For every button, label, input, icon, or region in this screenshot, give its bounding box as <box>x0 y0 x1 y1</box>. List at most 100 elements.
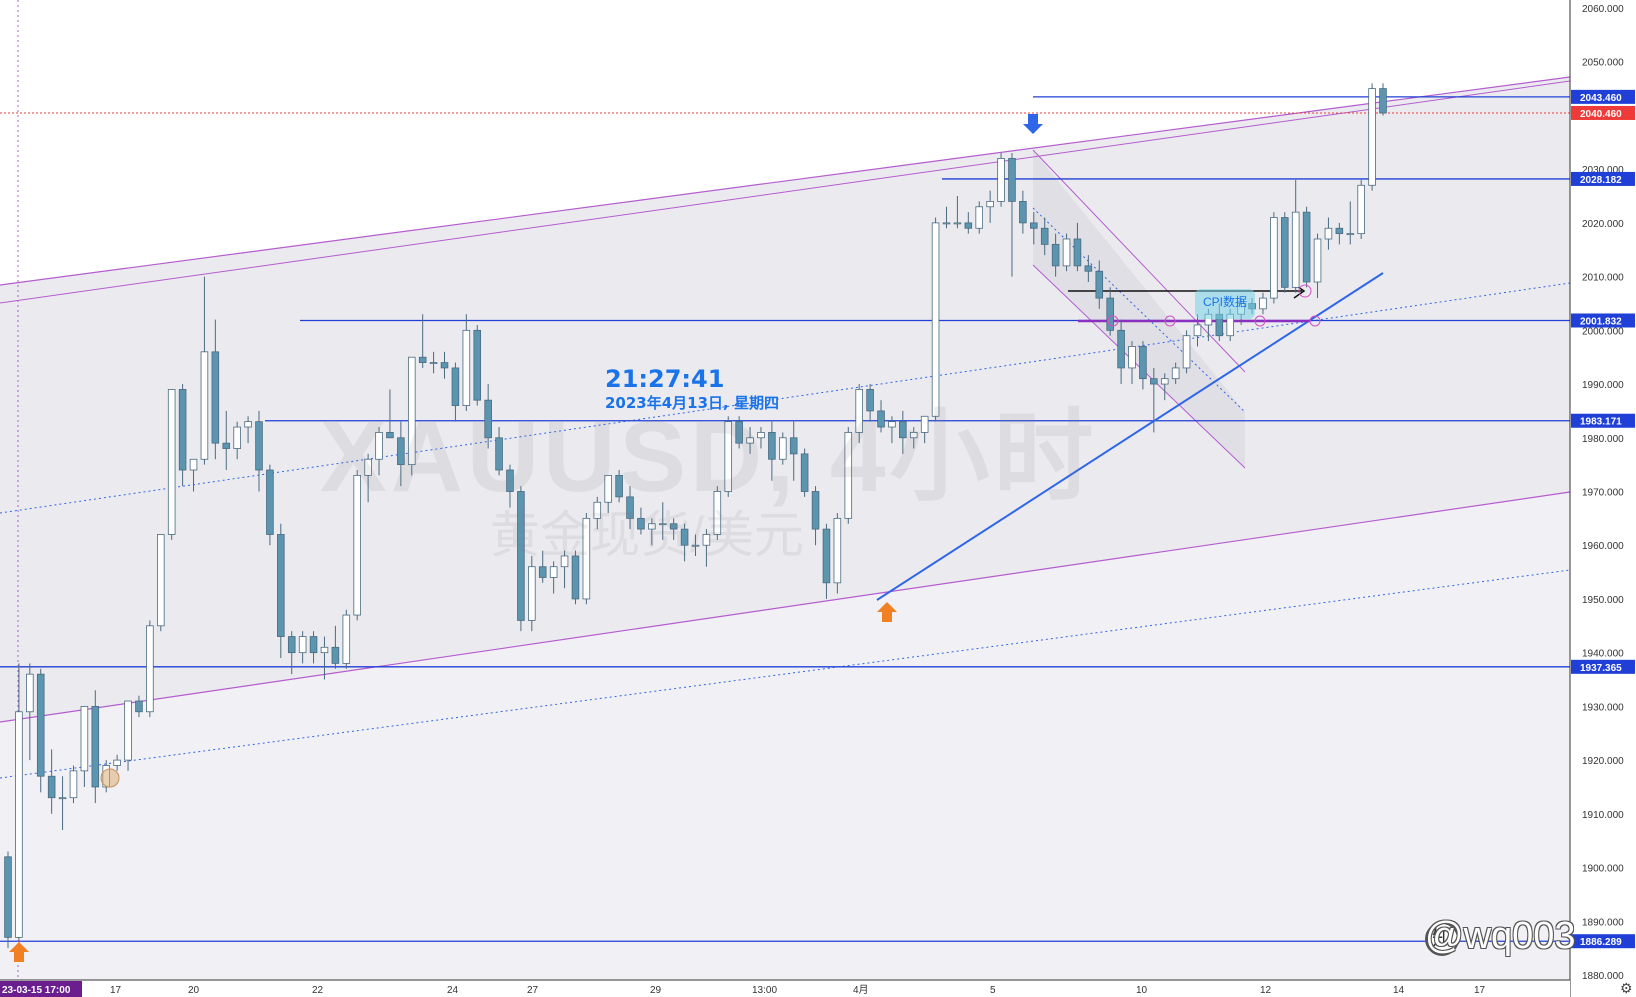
candle-body <box>757 432 765 439</box>
y-tick-label: 1990.000 <box>1582 380 1624 391</box>
candle-body <box>484 399 492 439</box>
descending-channel-bottom <box>1032 264 1246 469</box>
candle-body <box>364 458 372 476</box>
candle-body <box>571 555 580 600</box>
candle-body <box>58 797 67 800</box>
candle-body <box>462 329 471 406</box>
clock-date: 2023年4月13日, 星期四 <box>605 394 779 412</box>
upper-channel-line-2 <box>0 80 1571 304</box>
candle-body <box>997 158 1005 202</box>
price-badge <box>1571 105 1635 120</box>
y-tick-label: 2030.000 <box>1582 165 1624 176</box>
candle-body <box>178 389 187 471</box>
candle-body <box>1051 243 1060 267</box>
y-tick-label: 1890.000 <box>1582 917 1624 928</box>
candle-body <box>124 700 132 761</box>
candle-body <box>135 700 143 713</box>
candle-body <box>473 329 482 401</box>
candle-body <box>648 523 656 530</box>
candle-body <box>407 356 416 466</box>
candle-body <box>920 415 929 433</box>
candle-body <box>1357 184 1365 235</box>
time-badge <box>0 981 82 997</box>
author-credit: @wq003 <box>1425 915 1576 957</box>
price-badge <box>1571 934 1635 949</box>
candle-body <box>942 222 951 225</box>
candle-body <box>244 421 252 428</box>
candle-body <box>1368 88 1376 186</box>
candle-body <box>331 646 340 664</box>
candle-body <box>1291 211 1300 288</box>
candle-body <box>604 474 612 503</box>
candle-body <box>768 432 776 460</box>
x-tick-label: 13:00 <box>752 985 777 996</box>
candle-body <box>320 646 329 654</box>
zhihu-logo-icon: 知 <box>1425 922 1459 956</box>
upper-channel-fill <box>0 77 1570 722</box>
candle-body <box>495 437 503 471</box>
candle-body <box>506 469 514 492</box>
candle-body <box>560 555 569 568</box>
candle-body <box>222 442 231 449</box>
candle-body <box>69 770 78 799</box>
price-badge-label: 2028.182 <box>1580 175 1622 186</box>
candle-body <box>200 351 209 460</box>
descending-channel-top <box>1032 149 1246 373</box>
price-badge-label: 2040.460 <box>1580 109 1622 120</box>
upper-channel-line <box>0 76 1571 286</box>
candle-body <box>735 421 743 444</box>
candle-body <box>669 523 678 530</box>
y-tick-label: 2060.000 <box>1582 4 1624 15</box>
touch-marker-icon <box>100 768 120 788</box>
lower-channel-line <box>0 491 1571 723</box>
candle-body <box>1040 227 1049 245</box>
candle-body <box>986 200 994 208</box>
price-badge-label: 2043.460 <box>1580 93 1622 104</box>
candle-body <box>549 566 558 578</box>
candle-body <box>833 517 842 584</box>
candle-body <box>680 528 689 546</box>
candle-body <box>800 453 809 492</box>
candle-body <box>440 362 449 369</box>
candle-body <box>15 711 23 938</box>
candle-body <box>1030 222 1038 229</box>
y-tick-label: 2010.000 <box>1582 273 1624 284</box>
candle-body <box>255 421 263 471</box>
gear-icon[interactable]: ⚙ <box>1620 980 1633 996</box>
candle-body <box>1095 270 1104 299</box>
candle-body <box>266 469 274 535</box>
y-tick-label: 1950.000 <box>1582 595 1624 606</box>
candle-body <box>1062 238 1071 267</box>
candle-body <box>36 673 45 777</box>
price-badge <box>1571 89 1635 104</box>
candle-body <box>1182 335 1191 369</box>
price-badge <box>1571 313 1635 328</box>
candle-body <box>4 856 12 938</box>
x-tick-label: 14 <box>1393 985 1405 996</box>
candle-body <box>877 410 885 428</box>
x-tick-label: 22 <box>312 985 324 996</box>
candle-body <box>1073 238 1082 267</box>
candle-body <box>1281 217 1289 288</box>
descending-channel-fill <box>1033 150 1245 468</box>
candle-body <box>1324 227 1333 240</box>
candle-body <box>113 759 121 766</box>
candle-body <box>953 222 962 225</box>
candle-body <box>167 389 176 535</box>
candle-body <box>975 206 984 229</box>
candle-body <box>582 517 591 600</box>
candle-body <box>146 625 154 713</box>
candle-body <box>80 705 89 772</box>
candle-body <box>822 528 831 584</box>
candle-body <box>156 534 165 627</box>
price-badge <box>1571 171 1635 186</box>
time-axis-bg <box>0 980 1570 997</box>
cpi-annotation[interactable]: CPI数据 <box>1195 289 1255 319</box>
candle-body <box>1150 378 1158 385</box>
lower-dotted-line <box>0 569 1571 779</box>
candle-body <box>1171 367 1180 380</box>
level-touch-icon <box>1254 315 1266 327</box>
candle-body <box>811 491 820 530</box>
